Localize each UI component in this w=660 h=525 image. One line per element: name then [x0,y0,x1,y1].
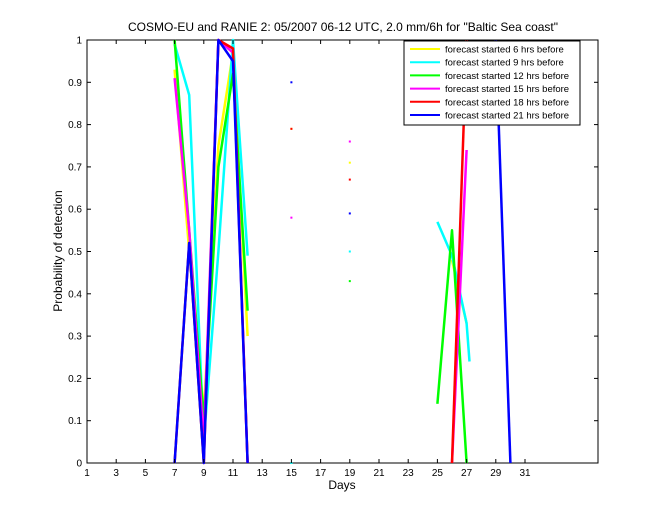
x-tick-label: 31 [519,468,531,479]
legend-label-0: forecast started 6 hrs before [445,45,564,56]
x-tick-label: 27 [461,468,473,479]
y-tick-label: 0.1 [68,416,82,427]
x-tick-label: 25 [432,468,444,479]
x-axis-ticks: 1 3 5 7 9 11 13 15 17 19 21 23 25 27 29 31 [84,40,531,479]
y-tick-label: 0.6 [68,205,82,216]
series-2-point-0 [348,280,351,283]
x-tick-label: 29 [490,468,502,479]
series-5-line-0 [173,38,249,465]
x-tick-label: 15 [286,468,298,479]
legend: forecast started 6 hrs before forecast st… [403,40,581,126]
legend-label-3: forecast started 15 hrs before [445,84,569,95]
y-tick-label: 0.7 [68,162,82,173]
series-1-point-1 [348,250,351,253]
legend-box [403,40,581,126]
legend-entries: forecast started 6 hrs before forecast st… [410,45,569,122]
legend-label-2: forecast started 12 hrs before [445,71,569,82]
x-tick-label: 19 [344,468,356,479]
x-tick-label: 17 [315,468,327,479]
series-4-point-0 [290,127,293,130]
legend-label-5: forecast started 21 hrs before [445,111,569,122]
x-tick-label: 23 [403,468,415,479]
series-layer [173,38,512,465]
y-tick-label: 0.5 [68,247,82,258]
x-tick-label: 9 [201,468,207,479]
series-5-point-0 [290,81,293,84]
series-2-line-1 [436,229,468,464]
series-4-point-1 [348,178,351,181]
y-axis-ticks: 0 0.1 0.2 0.3 0.4 0.5 0.6 0.7 0.8 0.9 1 [68,36,598,470]
legend-label-1: forecast started 9 hrs before [445,58,564,69]
y-tick-label: 0.3 [68,332,82,343]
chart-title: COSMO-EU and RANIE 2: 05/2007 06-12 UTC,… [128,20,558,34]
x-tick-label: 21 [373,468,385,479]
x-tick-label: 3 [113,468,119,479]
x-tick-label: 1 [84,468,90,479]
x-axis-label: Days [328,478,355,492]
y-tick-label: 0.4 [68,289,82,300]
y-tick-label: 0.2 [68,374,82,385]
y-tick-label: 0.8 [68,120,82,131]
series-0-point-1 [348,161,351,164]
y-tick-label: 0 [76,459,82,470]
legend-label-4: forecast started 18 hrs before [445,97,569,108]
series-3-point-0 [290,216,293,219]
y-tick-label: 0.9 [68,78,82,89]
series-5-point-1 [348,212,351,215]
y-tick-label: 1 [76,36,82,47]
x-tick-label: 11 [228,468,239,479]
x-tick-label: 7 [172,468,178,479]
series-1-line-0 [173,38,249,444]
y-axis-label: Probability of detection [51,190,65,311]
x-tick-label: 5 [143,468,149,479]
x-tick-label: 13 [257,468,269,479]
series-3-point-1 [348,140,351,143]
